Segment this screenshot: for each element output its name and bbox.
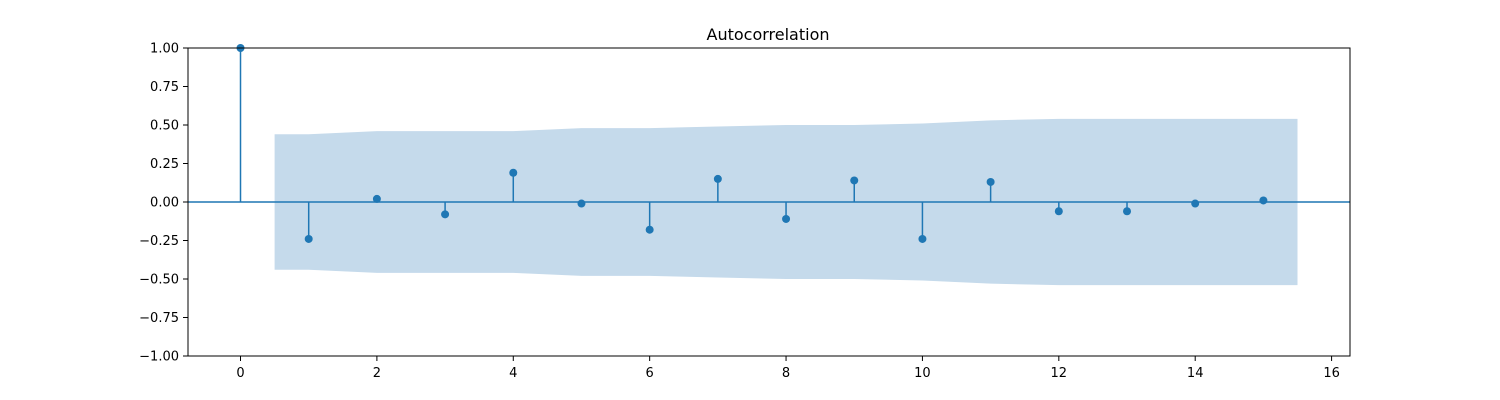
marker-lag-15	[1259, 196, 1268, 205]
marker-lag-5	[577, 199, 586, 208]
y-tick-label: 0.50	[150, 119, 179, 134]
y-tick-label: −0.50	[139, 273, 179, 288]
x-tick-label: 2	[373, 366, 381, 381]
marker-lag-4	[509, 168, 518, 177]
marker-lag-11	[986, 177, 995, 186]
y-tick-label: −0.25	[139, 234, 179, 249]
x-tick-label: 8	[782, 366, 790, 381]
marker-lag-14	[1191, 199, 1200, 208]
marker-lag-2	[372, 194, 381, 203]
y-tick-label: −0.75	[139, 311, 179, 326]
x-tick-label: 14	[1187, 366, 1204, 381]
y-tick-label: 0.00	[150, 196, 179, 211]
y-tick-label: 0.25	[150, 157, 179, 172]
x-tick-label: 6	[646, 366, 654, 381]
x-tick-label: 0	[236, 366, 244, 381]
x-tick-label: 10	[914, 366, 931, 381]
marker-lag-1	[304, 234, 313, 243]
marker-lag-10	[918, 234, 927, 243]
marker-lag-7	[713, 174, 722, 183]
plot-area: 0 2 4 6 8 10 12 14 16 1.00 0.75 0.50 0.25 0.00 −0.25 −0…	[139, 42, 1351, 381]
y-tick-label: 1.00	[150, 42, 179, 57]
marker-lag-13	[1123, 207, 1132, 216]
y-tick-label: 0.75	[150, 80, 179, 95]
y-tick-label: −1.00	[139, 350, 179, 365]
marker-lag-8	[782, 214, 791, 223]
marker-lag-12	[1054, 207, 1063, 216]
x-tick-label: 4	[509, 366, 517, 381]
marker-lag-9	[850, 176, 859, 185]
x-tick-label: 12	[1051, 366, 1068, 381]
marker-lag-3	[441, 210, 450, 219]
chart-title: Autocorrelation	[707, 25, 830, 44]
x-tick-label: 16	[1323, 366, 1340, 381]
marker-lag-6	[645, 225, 654, 234]
